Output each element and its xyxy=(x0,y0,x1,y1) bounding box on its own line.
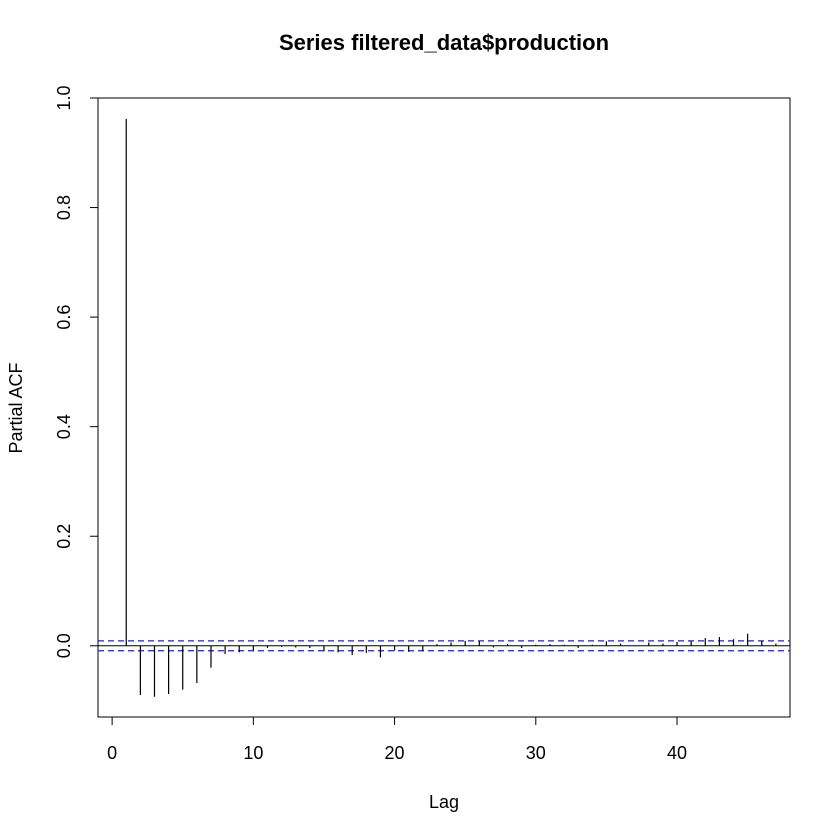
chart-title: Series filtered_data$production xyxy=(279,30,609,55)
x-tick-label: 0 xyxy=(107,743,117,763)
y-tick-label: 1.0 xyxy=(54,85,74,110)
y-axis-label: Partial ACF xyxy=(6,362,26,453)
x-tick-label: 10 xyxy=(243,743,263,763)
x-tick-label: 40 xyxy=(667,743,687,763)
plot-marks xyxy=(98,118,790,697)
y-tick-label: 0.0 xyxy=(54,633,74,658)
x-tick-label: 20 xyxy=(385,743,405,763)
y-tick-label: 0.8 xyxy=(54,195,74,220)
plot-frame xyxy=(97,97,791,718)
x-tick-label: 30 xyxy=(526,743,546,763)
x-axis-label: Lag xyxy=(429,792,459,812)
y-tick-label: 0.6 xyxy=(54,305,74,330)
x-axis: 0 10 20 30 40 xyxy=(107,716,687,763)
y-axis: 0.0 0.2 0.4 0.6 0.8 1.0 xyxy=(54,85,99,658)
y-tick-label: 0.4 xyxy=(54,414,74,439)
y-tick-label: 0.2 xyxy=(54,524,74,549)
